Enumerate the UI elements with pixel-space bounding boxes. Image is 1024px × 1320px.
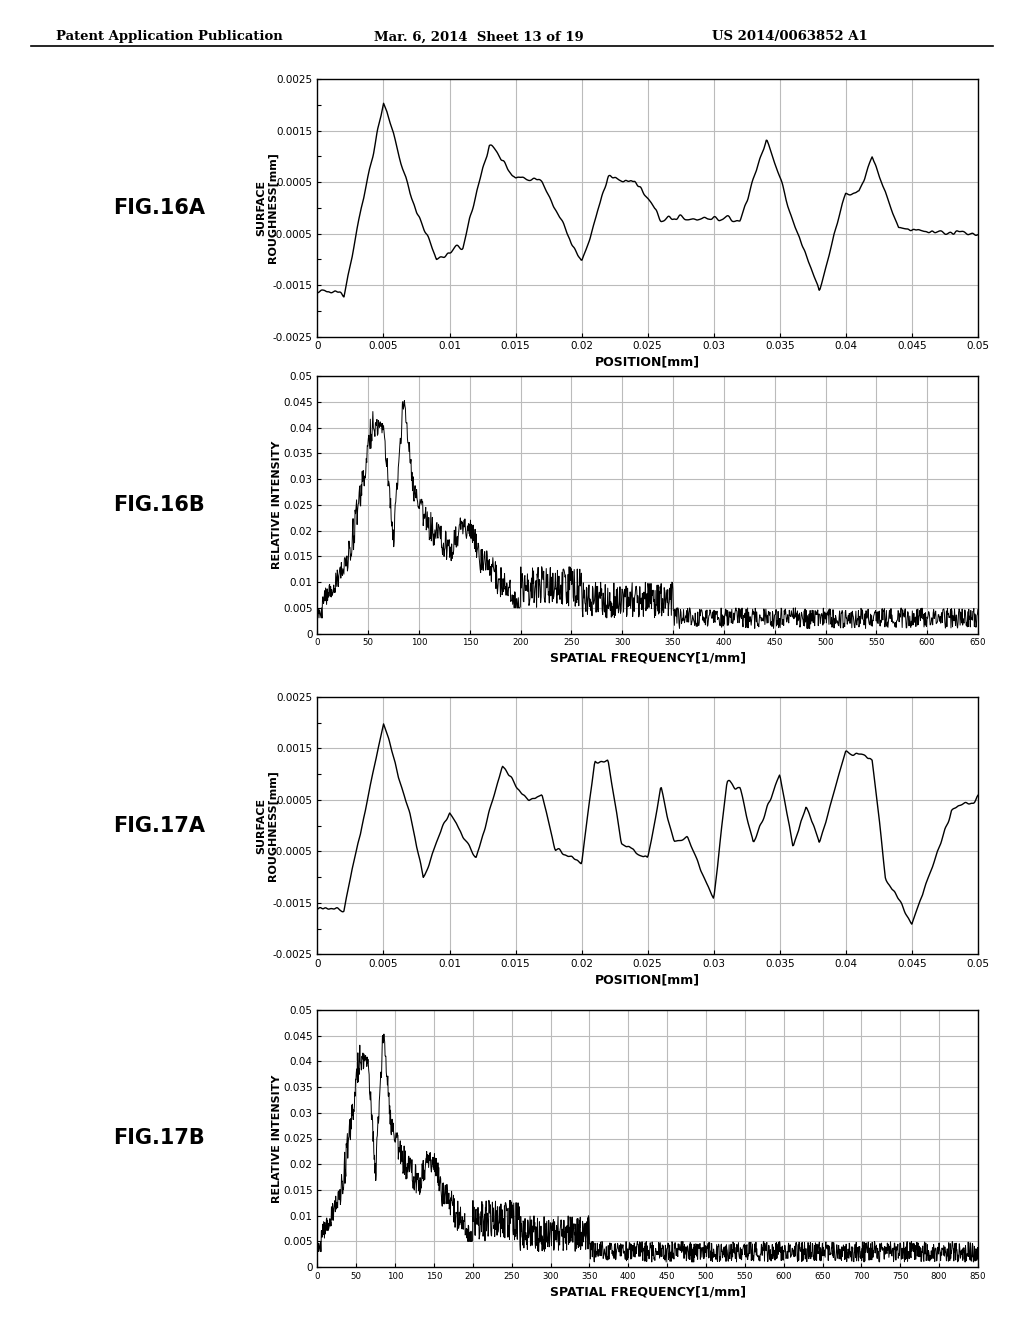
Y-axis label: SURFACE
ROUGHNESS[mm]: SURFACE ROUGHNESS[mm] — [256, 153, 279, 263]
Text: US 2014/0063852 A1: US 2014/0063852 A1 — [712, 30, 867, 44]
Text: FIG.17A: FIG.17A — [113, 816, 205, 836]
Y-axis label: RELATIVE INTENSITY: RELATIVE INTENSITY — [272, 1074, 283, 1203]
Text: FIG.16B: FIG.16B — [113, 495, 205, 515]
X-axis label: POSITION[mm]: POSITION[mm] — [595, 973, 700, 986]
Text: FIG.16A: FIG.16A — [113, 198, 205, 218]
Text: Patent Application Publication: Patent Application Publication — [56, 30, 283, 44]
X-axis label: POSITION[mm]: POSITION[mm] — [595, 355, 700, 368]
Text: FIG.17B: FIG.17B — [113, 1129, 205, 1148]
X-axis label: SPATIAL FREQUENCY[1/mm]: SPATIAL FREQUENCY[1/mm] — [550, 652, 745, 665]
Y-axis label: SURFACE
ROUGHNESS[mm]: SURFACE ROUGHNESS[mm] — [256, 771, 279, 880]
X-axis label: SPATIAL FREQUENCY[1/mm]: SPATIAL FREQUENCY[1/mm] — [550, 1286, 745, 1299]
Y-axis label: RELATIVE INTENSITY: RELATIVE INTENSITY — [272, 441, 283, 569]
Text: Mar. 6, 2014  Sheet 13 of 19: Mar. 6, 2014 Sheet 13 of 19 — [374, 30, 584, 44]
